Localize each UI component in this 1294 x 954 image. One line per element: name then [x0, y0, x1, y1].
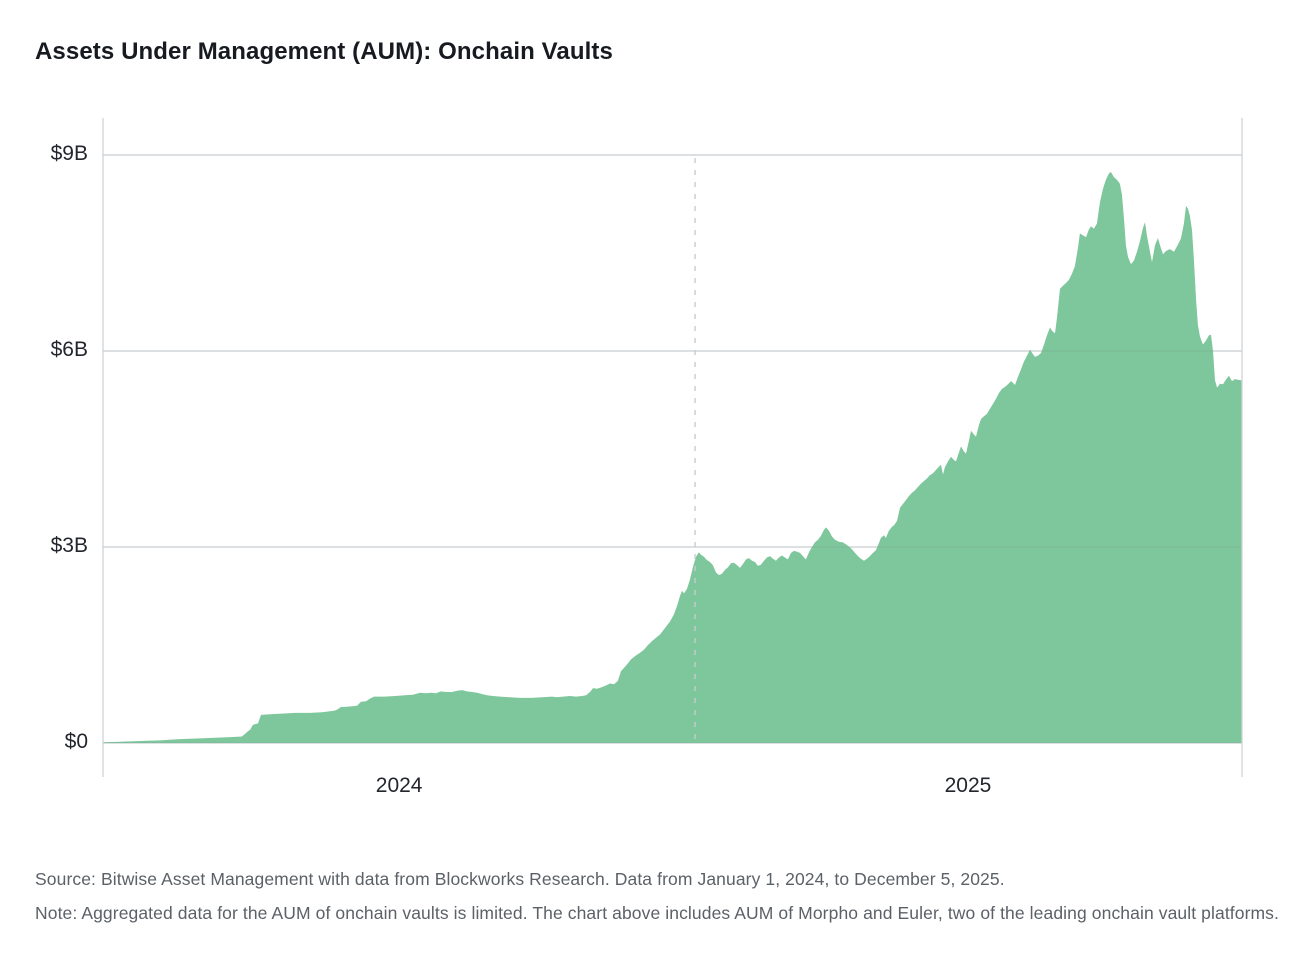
x-axis-tick-2024: 2024 [375, 774, 423, 797]
y-axis-tick-3b: $3B [50, 534, 88, 557]
aum-area-series [103, 172, 1242, 743]
page-title: Assets Under Management (AUM): Onchain V… [35, 38, 613, 65]
note-text: Note: Aggregated data for the AUM of onc… [35, 903, 1279, 923]
y-axis-tick-9b: $9B [50, 142, 88, 165]
source-text: Source: Bitwise Asset Management with da… [35, 869, 1005, 889]
x-axis-tick-2025: 2025 [944, 774, 992, 797]
y-axis-tick-6b: $6B [50, 338, 88, 361]
y-axis-tick-0: $0 [64, 730, 88, 753]
